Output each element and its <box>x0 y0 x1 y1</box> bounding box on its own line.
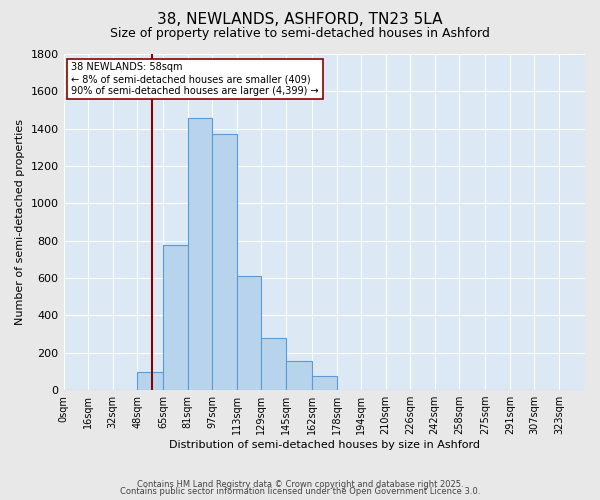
Bar <box>237 276 262 390</box>
Bar <box>163 246 188 390</box>
Text: 38 NEWLANDS: 58sqm
← 8% of semi-detached houses are smaller (409)
90% of semi-de: 38 NEWLANDS: 58sqm ← 8% of semi-detached… <box>71 62 319 96</box>
X-axis label: Distribution of semi-detached houses by size in Ashford: Distribution of semi-detached houses by … <box>169 440 480 450</box>
Text: Contains HM Land Registry data © Crown copyright and database right 2025.: Contains HM Land Registry data © Crown c… <box>137 480 463 489</box>
Y-axis label: Number of semi-detached properties: Number of semi-detached properties <box>15 119 25 325</box>
Text: 38, NEWLANDS, ASHFORD, TN23 5LA: 38, NEWLANDS, ASHFORD, TN23 5LA <box>157 12 443 28</box>
Bar <box>286 361 312 390</box>
Text: Contains public sector information licensed under the Open Government Licence 3.: Contains public sector information licen… <box>120 488 480 496</box>
Bar <box>262 338 286 390</box>
Bar <box>137 372 163 390</box>
Bar <box>188 118 212 390</box>
Text: Size of property relative to semi-detached houses in Ashford: Size of property relative to semi-detach… <box>110 28 490 40</box>
Bar <box>312 376 337 390</box>
Bar <box>212 134 237 390</box>
